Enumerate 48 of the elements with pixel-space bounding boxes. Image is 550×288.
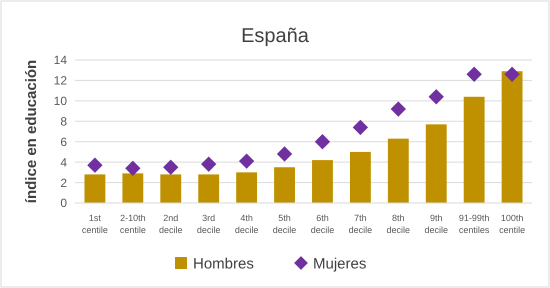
bar [464, 96, 485, 203]
legend-label: Hombres [193, 255, 254, 272]
bar [84, 174, 106, 203]
x-tick-label: 2-10th centile [120, 213, 146, 235]
bar [502, 71, 523, 203]
point [352, 120, 368, 136]
bar [388, 138, 409, 203]
point [428, 89, 444, 104]
x-tick-label: 4th decile [234, 213, 258, 235]
point [466, 66, 482, 82]
point [163, 160, 178, 175]
y-tick-label: 2 [60, 176, 68, 190]
point [276, 146, 292, 162]
y-tick-label: 12 [54, 74, 68, 88]
x-tick-label: 91-99th centiles [458, 213, 490, 235]
point [87, 158, 103, 173]
point [201, 156, 216, 172]
bar [426, 124, 447, 203]
y-tick-label: 10 [54, 94, 68, 108]
x-tick-label: 2nd decile [159, 213, 183, 235]
y-tick-label: 0 [60, 196, 68, 210]
point [314, 134, 330, 150]
y-tick-label: 4 [60, 155, 68, 170]
x-tick-label: 8th decile [386, 213, 410, 235]
bar [236, 172, 258, 203]
point [125, 160, 141, 176]
bar [274, 167, 295, 203]
x-tick-label: 9th decile [424, 213, 448, 235]
point [238, 153, 254, 169]
x-tick-label: 100th centile [499, 213, 526, 235]
bar [312, 160, 333, 203]
bar [198, 174, 220, 203]
x-tick-label: 3rd decile [196, 213, 220, 235]
bar [160, 174, 182, 203]
bar [350, 152, 371, 203]
point [504, 66, 520, 82]
chart-title: España [241, 25, 310, 47]
x-tick-label: 5th decile [272, 213, 296, 235]
legend-label: Mujeres [313, 255, 366, 272]
y-axis-title: índice en educación [23, 60, 40, 204]
bar [122, 173, 144, 203]
y-tick-label: 6 [60, 134, 68, 149]
x-tick-label: 6th decile [310, 213, 334, 235]
x-tick-label: 7th decile [348, 213, 372, 235]
x-tick-label: 1st centile [82, 213, 108, 235]
point [390, 101, 406, 117]
y-tick-label: 14 [54, 53, 68, 68]
y-tick-label: 8 [60, 114, 68, 128]
